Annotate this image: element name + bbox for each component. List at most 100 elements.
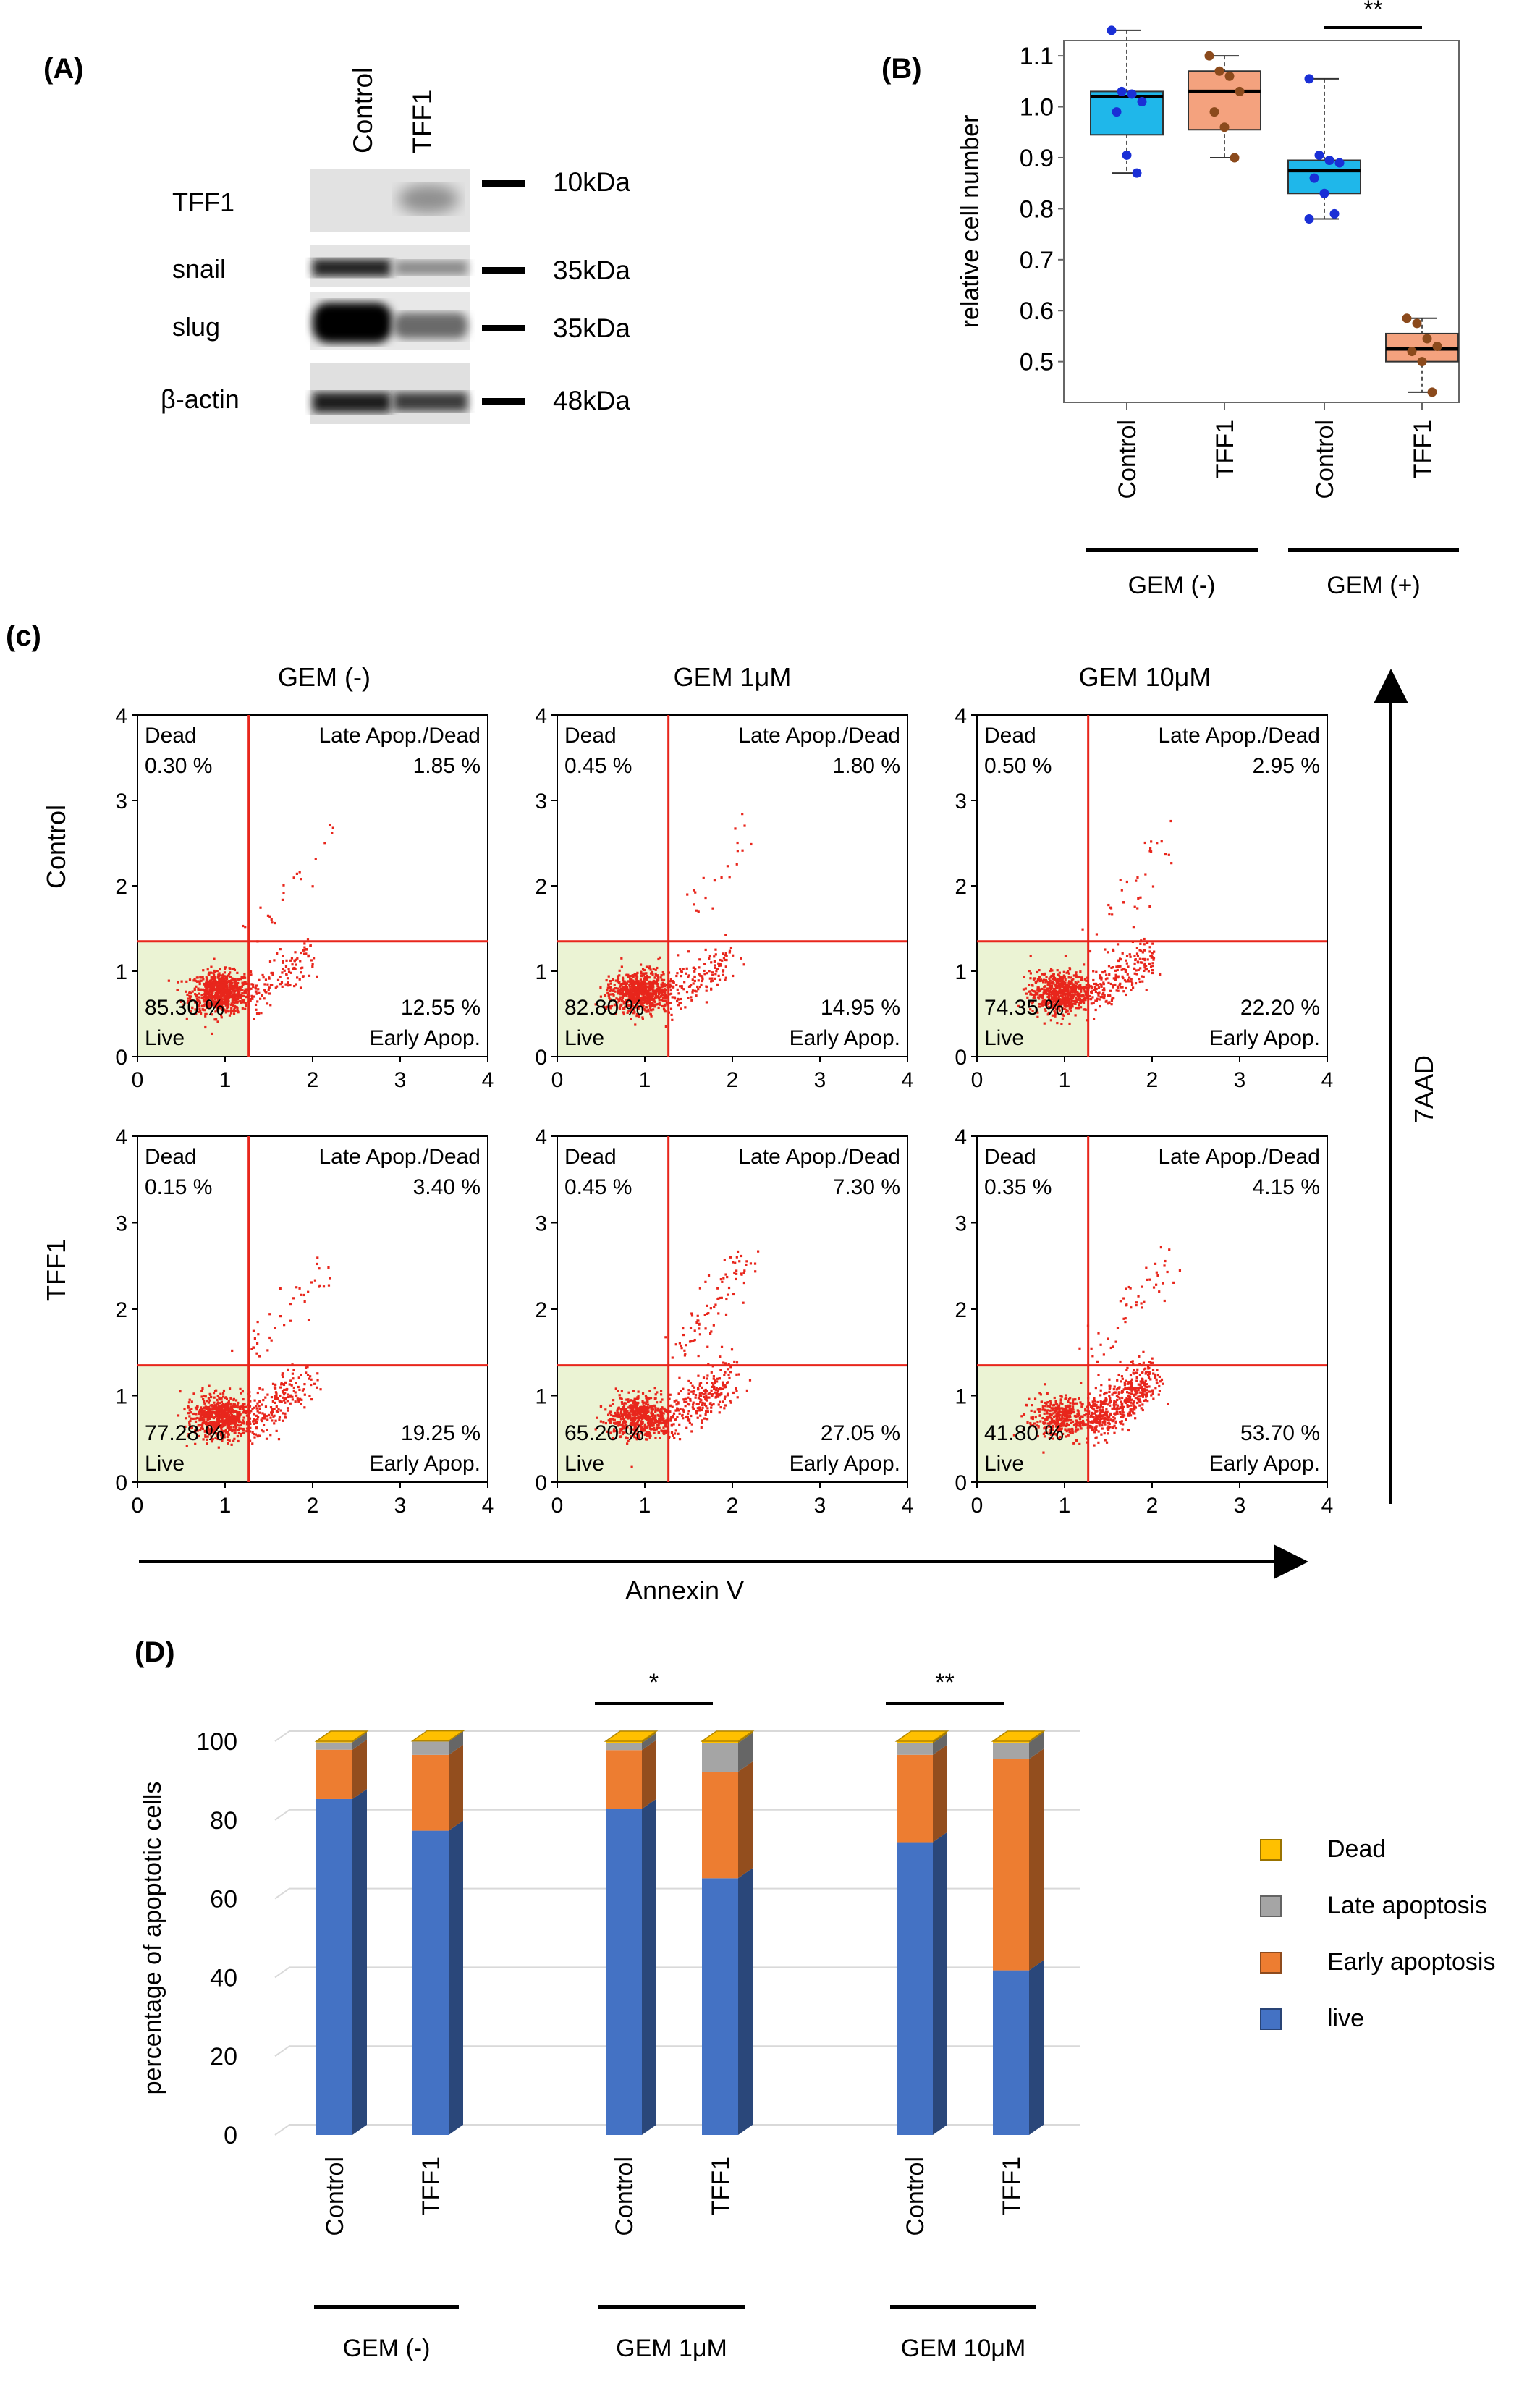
event-dot [282,1399,286,1402]
event-dot [221,998,224,1001]
event-dot [224,1009,227,1012]
event-dot [635,1004,638,1007]
event-dot [206,996,209,999]
event-dot [646,1431,648,1434]
event-dot [224,1416,227,1419]
event-dot [221,978,224,981]
event-dot [631,1416,634,1419]
event-dot [634,997,637,1000]
quadrant-value-live: 85.30 % [145,996,224,1020]
event-dot [1074,1014,1077,1017]
event-dot [1041,1416,1044,1420]
event-dot [625,989,627,992]
event-dot [654,968,657,971]
event-dot [229,1417,232,1420]
event-dot [638,988,642,991]
event-dot [249,1422,252,1426]
event-dot [1038,997,1041,1000]
event-dot [312,957,316,960]
event-dot [1143,964,1146,967]
event-dot [706,1396,708,1399]
event-dot [208,971,211,974]
event-dot [716,1298,719,1300]
event-dot [657,991,660,994]
event-dot [300,967,302,970]
annexin-v-axis-label: Annexin V [625,1575,744,1605]
event-dot [726,1275,729,1279]
event-dot [1029,1008,1032,1011]
event-dot [632,994,635,997]
event-dot [615,997,618,1000]
event-dot [651,1413,654,1416]
event-dot [1101,970,1104,974]
event-dot [606,1413,610,1416]
event-dot [623,1402,626,1405]
event-dot [725,958,728,962]
event-dot [635,1429,638,1432]
event-dot [279,1386,282,1389]
event-dot [233,1431,236,1434]
event-dot [217,973,220,976]
event-dot [702,876,705,879]
event-dot [630,1436,632,1439]
event-dot [213,1416,216,1418]
event-dot [663,1004,666,1007]
event-dot [282,1419,284,1422]
event-dot [1067,984,1070,987]
event-dot [639,981,642,984]
event-dot [280,981,284,984]
event-dot [642,1409,645,1413]
event-dot [248,1417,252,1420]
event-dot [626,1001,629,1004]
event-dot [629,985,632,988]
event-dot [1072,999,1075,1002]
event-dot [1038,1002,1041,1006]
event-dot [285,973,288,976]
data-point [1132,168,1142,178]
event-dot [724,1313,728,1316]
event-dot [271,921,274,924]
event-dot [662,1007,666,1010]
event-dot [713,1387,716,1390]
event-dot [210,976,213,978]
event-dot [229,1406,232,1409]
event-dot [653,1431,656,1434]
y-axis-label: relative cell number [957,115,984,329]
event-dot [742,1272,745,1274]
event-dot [714,948,717,951]
event-dot [645,978,648,981]
event-dot [1053,978,1056,981]
event-dot [1046,1392,1049,1395]
event-dot [704,896,707,900]
event-dot [1120,986,1122,989]
size-label-10kda: 10kDa [553,167,630,197]
event-dot [266,1429,268,1431]
event-dot [216,1419,219,1422]
event-dot [206,968,209,971]
event-dot [1119,982,1122,985]
event-dot [622,1408,625,1411]
event-dot [243,991,246,994]
event-dot [231,1404,234,1407]
event-dot [1026,1421,1029,1424]
event-dot [697,910,700,913]
event-dot [1056,978,1059,981]
event-dot [659,1408,662,1411]
event-dot [1075,1421,1078,1424]
event-dot [311,885,314,888]
event-dot [206,1410,208,1414]
event-dot [620,965,623,968]
event-dot [1141,951,1144,954]
event-dot [606,1005,609,1008]
event-dot [633,1418,636,1421]
event-dot [1059,986,1062,989]
event-dot [596,1416,598,1419]
event-dot [1028,1397,1031,1400]
event-dot [630,1430,632,1433]
event-dot [714,1379,716,1382]
event-dot [224,979,227,983]
event-dot [664,1010,667,1013]
event-dot [284,1401,287,1404]
event-dot [203,1410,206,1413]
event-dot [1061,997,1064,1000]
